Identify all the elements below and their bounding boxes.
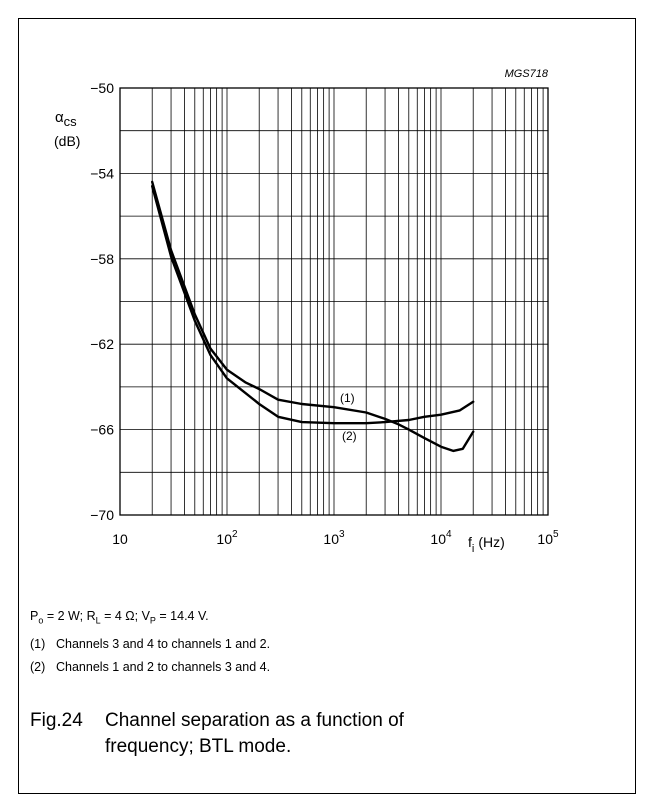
- y-axis-label: αcs: [55, 109, 77, 129]
- figure-caption: Fig.24 Channel separation as a function o…: [30, 708, 404, 760]
- x-tick-label: 10: [112, 531, 128, 547]
- chart: −50 −54 −58 −62 −66 −70 10 102 103 104 105 MGS718…: [54, 68, 559, 555]
- x-axis-label: fi (Hz): [468, 534, 505, 555]
- y-tick-label: −66: [90, 422, 114, 438]
- grid: [120, 88, 548, 515]
- plot-border: [119, 87, 549, 516]
- note-item: (1) Channels 3 and 4 to channels 1 and 2.: [30, 636, 271, 651]
- annotation-1: (1): [340, 391, 355, 405]
- x-tick-label: 103: [323, 529, 345, 547]
- y-tick-label: −62: [90, 336, 114, 352]
- figure-frame: [18, 18, 636, 794]
- y-axis-unit: (dB): [54, 133, 80, 149]
- caption-line-2: frequency; BTL mode.: [105, 736, 292, 757]
- x-tick-labels: 10 102 103 104 105: [112, 529, 559, 547]
- y-tick-label: −58: [90, 251, 114, 267]
- figure-number: Fig.24: [30, 710, 83, 731]
- y-tick-label: −50: [90, 80, 114, 96]
- conditions-line: Po = 2 W; RL = 4 Ω; VP = 14.4 V.: [30, 609, 209, 626]
- series-line-1: [151, 180, 475, 453]
- note-item: (2) Channels 1 and 2 to channels 3 and 4.: [30, 659, 271, 674]
- x-tick-label: 105: [537, 529, 559, 547]
- notes: Po = 2 W; RL = 4 Ω; VP = 14.4 V. (1) Chan…: [30, 605, 270, 679]
- caption-line-1: Channel separation as a function of: [105, 710, 404, 731]
- figure-code: MGS718: [505, 68, 549, 80]
- x-tick-label: 102: [216, 529, 238, 547]
- series-line-2: [151, 185, 475, 425]
- x-tick-label: 104: [430, 529, 452, 547]
- y-tick-labels: −50 −54 −58 −62 −66 −70: [90, 80, 114, 523]
- series-group: [151, 180, 475, 453]
- y-tick-label: −54: [90, 165, 114, 181]
- annotation-2: (2): [342, 429, 357, 443]
- y-tick-label: −70: [90, 507, 114, 523]
